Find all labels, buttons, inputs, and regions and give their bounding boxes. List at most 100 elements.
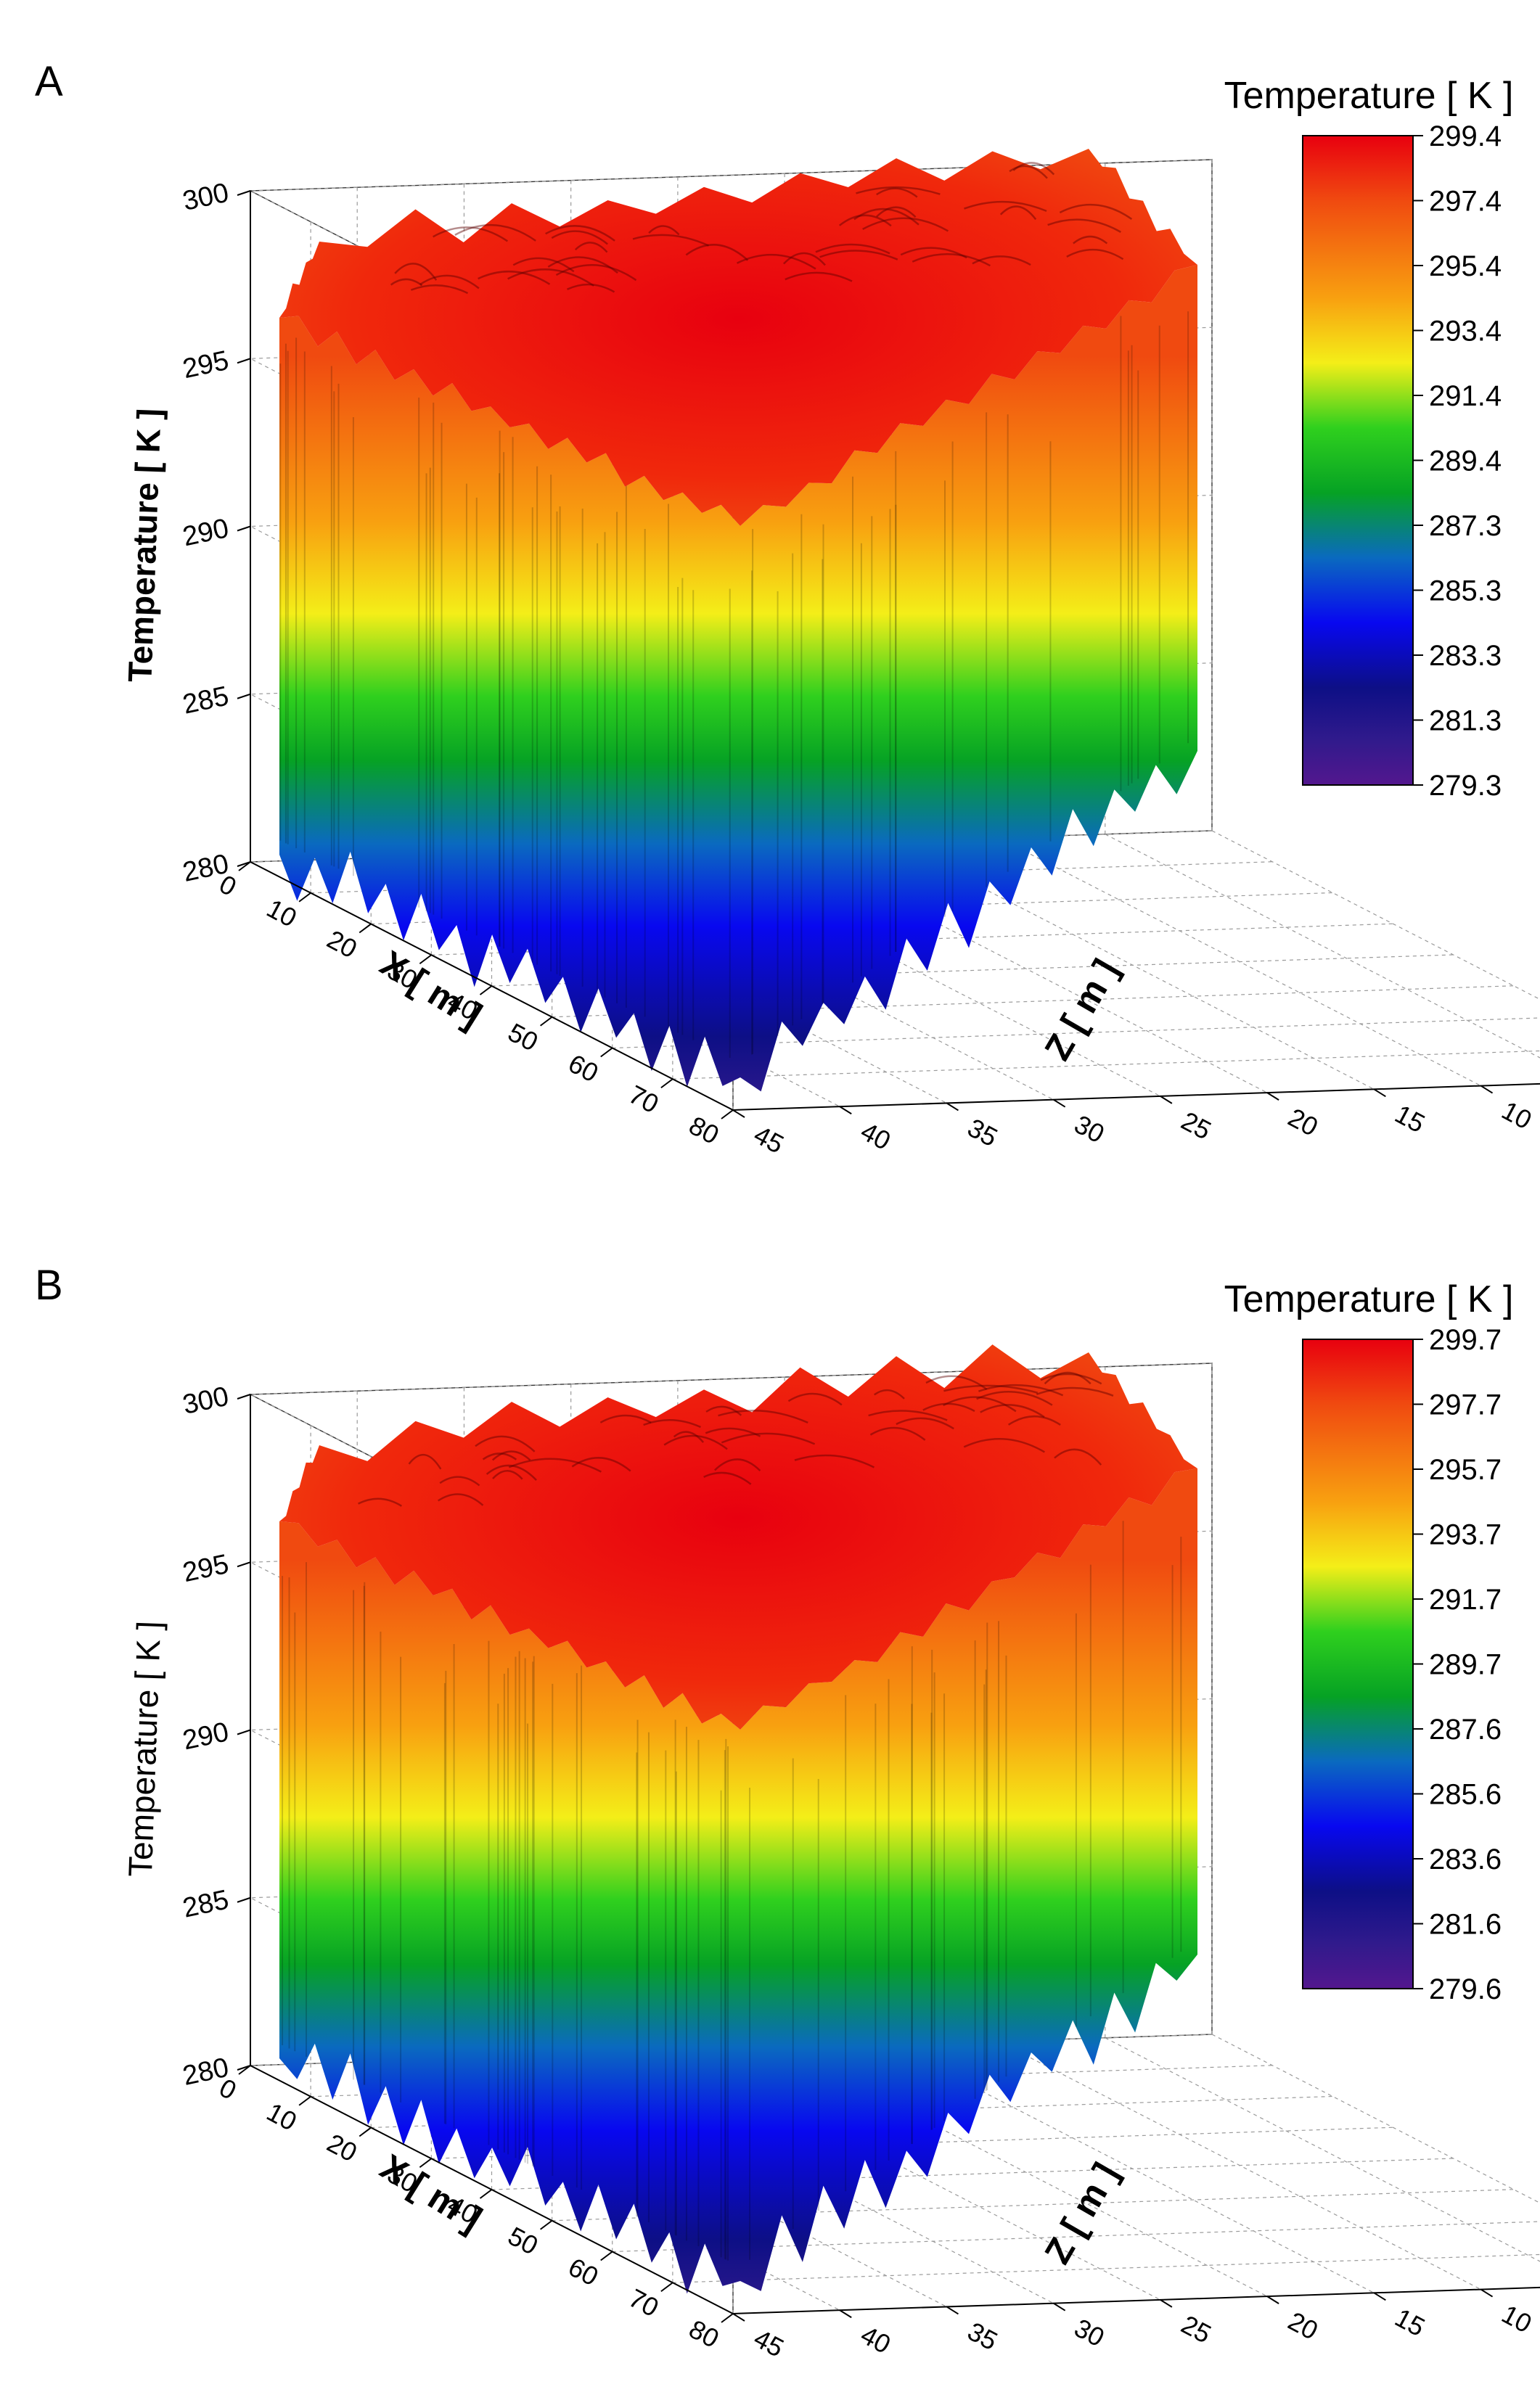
surface-left-face [279, 1521, 740, 2294]
surface-ridge [673, 1431, 705, 1443]
colorbar-ticks: 299.4 297.4 295.4 293.4 291.4 289.4 287.3 285.3… [1413, 120, 1502, 802]
surface-ridge [491, 1450, 531, 1461]
z-axis-title: Z [ m ] [1037, 2156, 1126, 2271]
surface-ridge [815, 243, 890, 255]
surface-ridge [838, 214, 892, 227]
surface-ridge [963, 1438, 1045, 1453]
temperature-tick-label: 290 [180, 513, 232, 552]
x-tick-label: 60 [564, 2252, 604, 2292]
z-tick-label: 25 [1176, 2309, 1216, 2349]
surface-ridge [632, 234, 709, 247]
z-floor-gridline [998, 837, 1481, 1087]
z-floor-gridline [998, 2041, 1481, 2290]
surface-ridge [869, 1426, 926, 1441]
temperature-tick [237, 190, 251, 196]
surface-ridge [482, 1452, 517, 1460]
surface-ridge [794, 1454, 875, 1468]
z-ticks: 051015202530354045 [732, 1085, 1537, 1159]
x-tick [540, 2219, 553, 2230]
colorbar-tick-label: 283.3 [1429, 640, 1502, 672]
x-tick [238, 861, 251, 871]
temperature-tick [237, 1394, 251, 1400]
surface-right-face [740, 1468, 1197, 2291]
z-tick-label: 10 [1497, 1095, 1537, 1135]
z-tick [1266, 2296, 1279, 2304]
colorbar-tick-label: 287.6 [1429, 1714, 1502, 1746]
x-tick [359, 2126, 372, 2137]
surface-ridge [663, 1434, 728, 1450]
surface-ridge [1044, 1371, 1091, 1385]
x-tick-label: 20 [322, 2128, 362, 2168]
surface-ridges [390, 162, 1133, 295]
z-tick [1160, 1096, 1173, 1104]
surface-ridge [900, 247, 967, 259]
surface-ridge [437, 1493, 484, 1506]
z-tick [946, 1102, 959, 1111]
surface-ridge [853, 207, 920, 226]
z-tick-label: 45 [749, 1119, 789, 1159]
temperature-tick-label: 290 [180, 1717, 232, 1756]
surface-ridge [868, 1410, 948, 1421]
z-tick-label: 35 [963, 2316, 1003, 2356]
x-tick [660, 1078, 673, 1089]
surface-streaks [279, 311, 1189, 1059]
x-tick-label: 70 [624, 2282, 664, 2322]
x-floor-gridline [672, 1050, 1540, 1080]
x-tick-label: 80 [684, 2314, 724, 2354]
colorbar-tick-label: 293.7 [1429, 1519, 1502, 1551]
x-tick [479, 2189, 493, 2199]
colorbar-tick-label: 297.4 [1429, 186, 1502, 218]
z-ticks: 051015202530354045 [732, 2288, 1536, 2363]
surface-ridge [643, 1419, 702, 1429]
colorbar-tick-label: 285.3 [1429, 575, 1502, 607]
temperature-tick-label: 300 [180, 178, 232, 217]
surface-ridge [547, 256, 618, 274]
surface-ridge [873, 1389, 905, 1400]
surface-top-face [279, 1344, 1197, 1730]
surface-ridge [439, 1476, 480, 1487]
surface-left-face [279, 316, 740, 1088]
surface-ridge [999, 205, 1037, 221]
x-tick-label: 20 [322, 924, 362, 964]
surface-ridge [703, 1471, 752, 1485]
surface-ridge [1009, 165, 1048, 179]
surface-ridge [408, 1453, 442, 1470]
x-tick [721, 2313, 734, 2323]
panel-a: A280285290295300010203040506070800510152… [35, 58, 1540, 1159]
z-tick [1480, 1085, 1494, 1094]
surface-ridge [819, 250, 898, 260]
surface-ridge [555, 264, 637, 282]
colorbar-tick-label: 283.6 [1429, 1844, 1502, 1875]
temperature-tick-label: 300 [180, 1381, 232, 1421]
temperature-tick [237, 1561, 251, 1568]
surface-ridge [922, 1402, 975, 1413]
surface-ridge [976, 1391, 1053, 1406]
surface-ridge [1054, 1448, 1102, 1466]
colorbar-ticks: 299.7 297.7 295.7 293.7 291.7 289.7 287.6 285.6… [1413, 1324, 1502, 2005]
temperature-tick [237, 1729, 251, 1735]
colorbar-tick-label: 299.7 [1429, 1324, 1502, 1356]
surface-ridge [571, 1457, 631, 1472]
surface-ridge [410, 284, 469, 295]
z-floor-gridline [1105, 834, 1540, 1059]
colorbar-tick-label: 287.3 [1429, 510, 1502, 542]
temperature-tick-label: 285 [180, 681, 232, 720]
surface-ridge [1047, 218, 1121, 233]
surface-ridge [718, 1409, 808, 1424]
colorbar-tick-label: 295.7 [1429, 1454, 1502, 1486]
x-tick [298, 2095, 311, 2106]
surface-ridge [943, 1396, 1017, 1413]
x-tick [419, 2158, 432, 2169]
surface-ridge [512, 257, 575, 273]
surface-ridge [736, 253, 816, 270]
z-axis-line [732, 2286, 1540, 2314]
z-floor-gridline [1211, 830, 1540, 1000]
x-tick-label: 50 [504, 1017, 544, 1057]
surface-ridge [1066, 248, 1124, 260]
z-tick-label: 40 [856, 2319, 896, 2359]
surface-ridge [964, 200, 1047, 213]
surface-ridge [862, 217, 949, 232]
colorbar-tick-label: 289.4 [1429, 445, 1502, 477]
